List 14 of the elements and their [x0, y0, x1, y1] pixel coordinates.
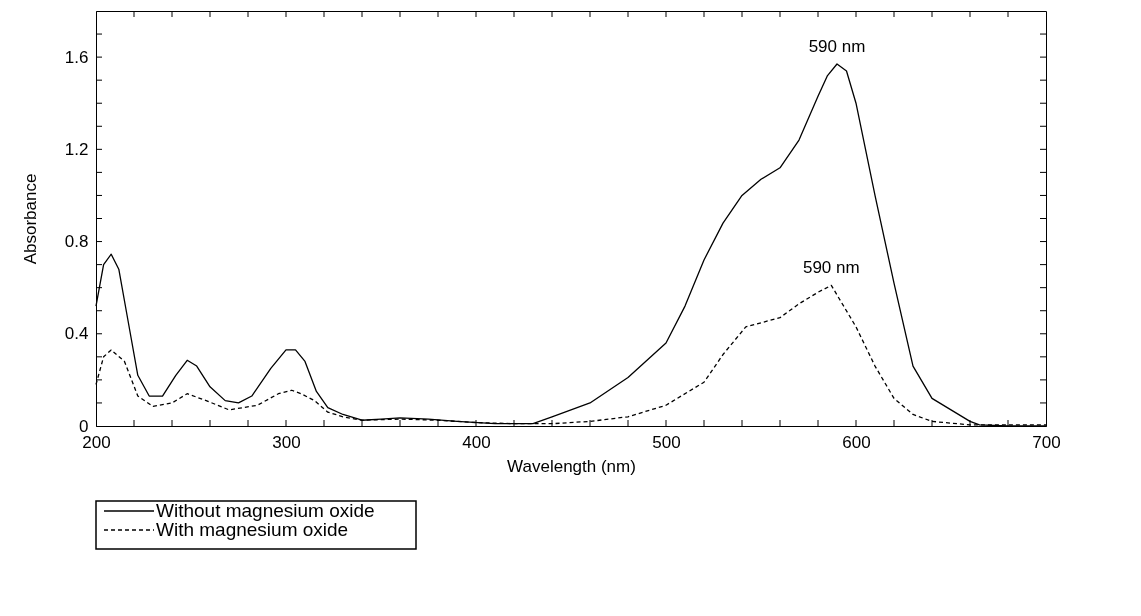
annotation: 590 nm — [808, 37, 866, 57]
y-tick-label: 0.8 — [64, 232, 89, 252]
x-tick-label: 700 — [1032, 432, 1061, 452]
y-tick-label: 1.6 — [64, 47, 89, 67]
x-tick-label: 400 — [462, 432, 491, 452]
x-axis-title: Wavelength (nm) — [507, 456, 636, 476]
legend-label: Without magnesium oxide — [156, 500, 375, 521]
y-tick-label: 0.4 — [64, 324, 89, 344]
y-axis-title: Absorbance — [20, 173, 40, 265]
y-tick-label: 1.2 — [64, 139, 89, 159]
annotation: 590 nm — [802, 258, 860, 278]
x-tick-label: 600 — [842, 432, 871, 452]
x-tick-label: 300 — [272, 432, 301, 452]
x-tick-label: 500 — [652, 432, 681, 452]
